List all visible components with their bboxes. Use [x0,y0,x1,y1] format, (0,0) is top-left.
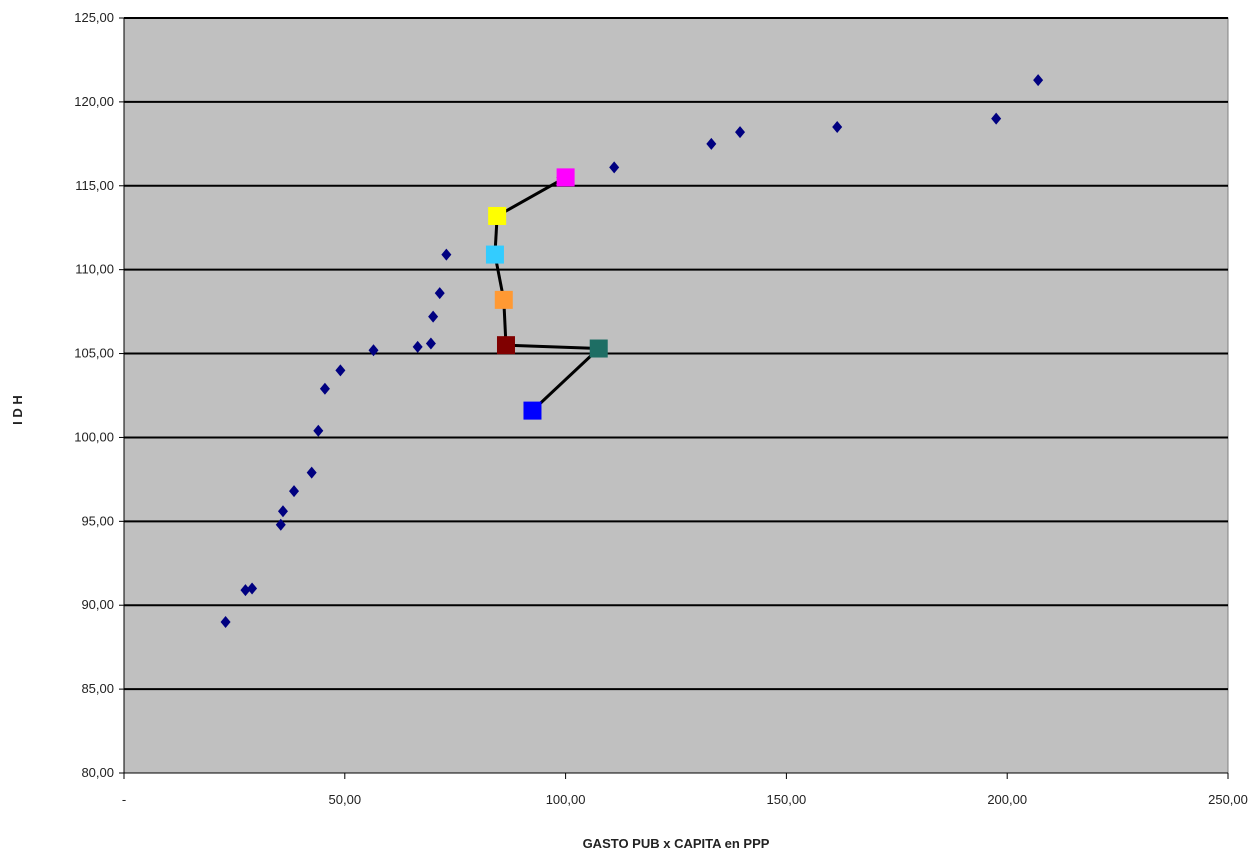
data-point [706,137,717,150]
x-tick-labels: - 50,00 100,00 150,00 200,00 250,00 [122,792,1248,807]
x-axis-title: GASTO PUB x CAPITA en PPP [583,836,770,851]
data-point [289,485,300,498]
data-point [1033,74,1044,87]
data-point [425,337,436,350]
gridlines [124,17,1228,691]
y-tick-label: 110,00 [75,262,114,277]
y-tick-labels: 80,00 85,00 90,00 95,00 100,00 105,00 110,00 11… [74,10,114,780]
highlight-square [589,339,608,358]
data-point [313,424,324,437]
highlight-square [556,168,575,187]
y-tick-label: 120,00 [74,94,114,109]
x-tick-label: 150,00 [767,792,807,807]
trajectory-segment [496,176,568,218]
data-point [991,112,1002,125]
data-point [368,344,379,357]
y-tick-label: 80,00 [81,765,114,780]
highlight-squares [485,168,608,420]
plot-area [123,17,1229,774]
x-tick-label: 200,00 [987,792,1027,807]
x-tick-label: 250,00 [1208,792,1248,807]
data-point [434,287,445,300]
y-tick-label: 105,00 [74,346,114,361]
data-point [240,584,251,597]
data-point [247,582,258,595]
data-point [609,161,620,174]
y-tick-label: 100,00 [74,429,114,444]
data-point [319,382,330,395]
data-point [412,340,423,353]
y-tick-label: 125,00 [74,10,114,25]
x-tick-label: - [122,792,126,807]
data-point [335,364,346,377]
y-tick-label: 85,00 [81,681,114,696]
data-point [832,121,843,134]
data-point [220,616,231,628]
trajectory-segment [505,343,599,351]
data-point [306,466,317,479]
highlight-square [496,336,515,355]
y-axis-title: I D H [10,395,25,425]
highlight-square [485,245,504,264]
x-tick-label: 50,00 [329,792,362,807]
data-point [428,310,439,323]
y-tick-label: 90,00 [81,597,114,612]
data-point [277,505,288,518]
highlight-square [488,206,507,225]
highlight-square [523,401,542,420]
data-point [441,248,452,261]
trajectory-segment [531,347,600,412]
data-point [735,126,746,139]
highlight-square [494,290,513,309]
x-tick-label: 100,00 [546,792,586,807]
y-tick-label: 115,00 [75,178,114,193]
data-point [275,518,286,531]
y-tick-label: 95,00 [81,513,114,528]
data-points [220,74,1044,628]
axes [119,17,1229,779]
